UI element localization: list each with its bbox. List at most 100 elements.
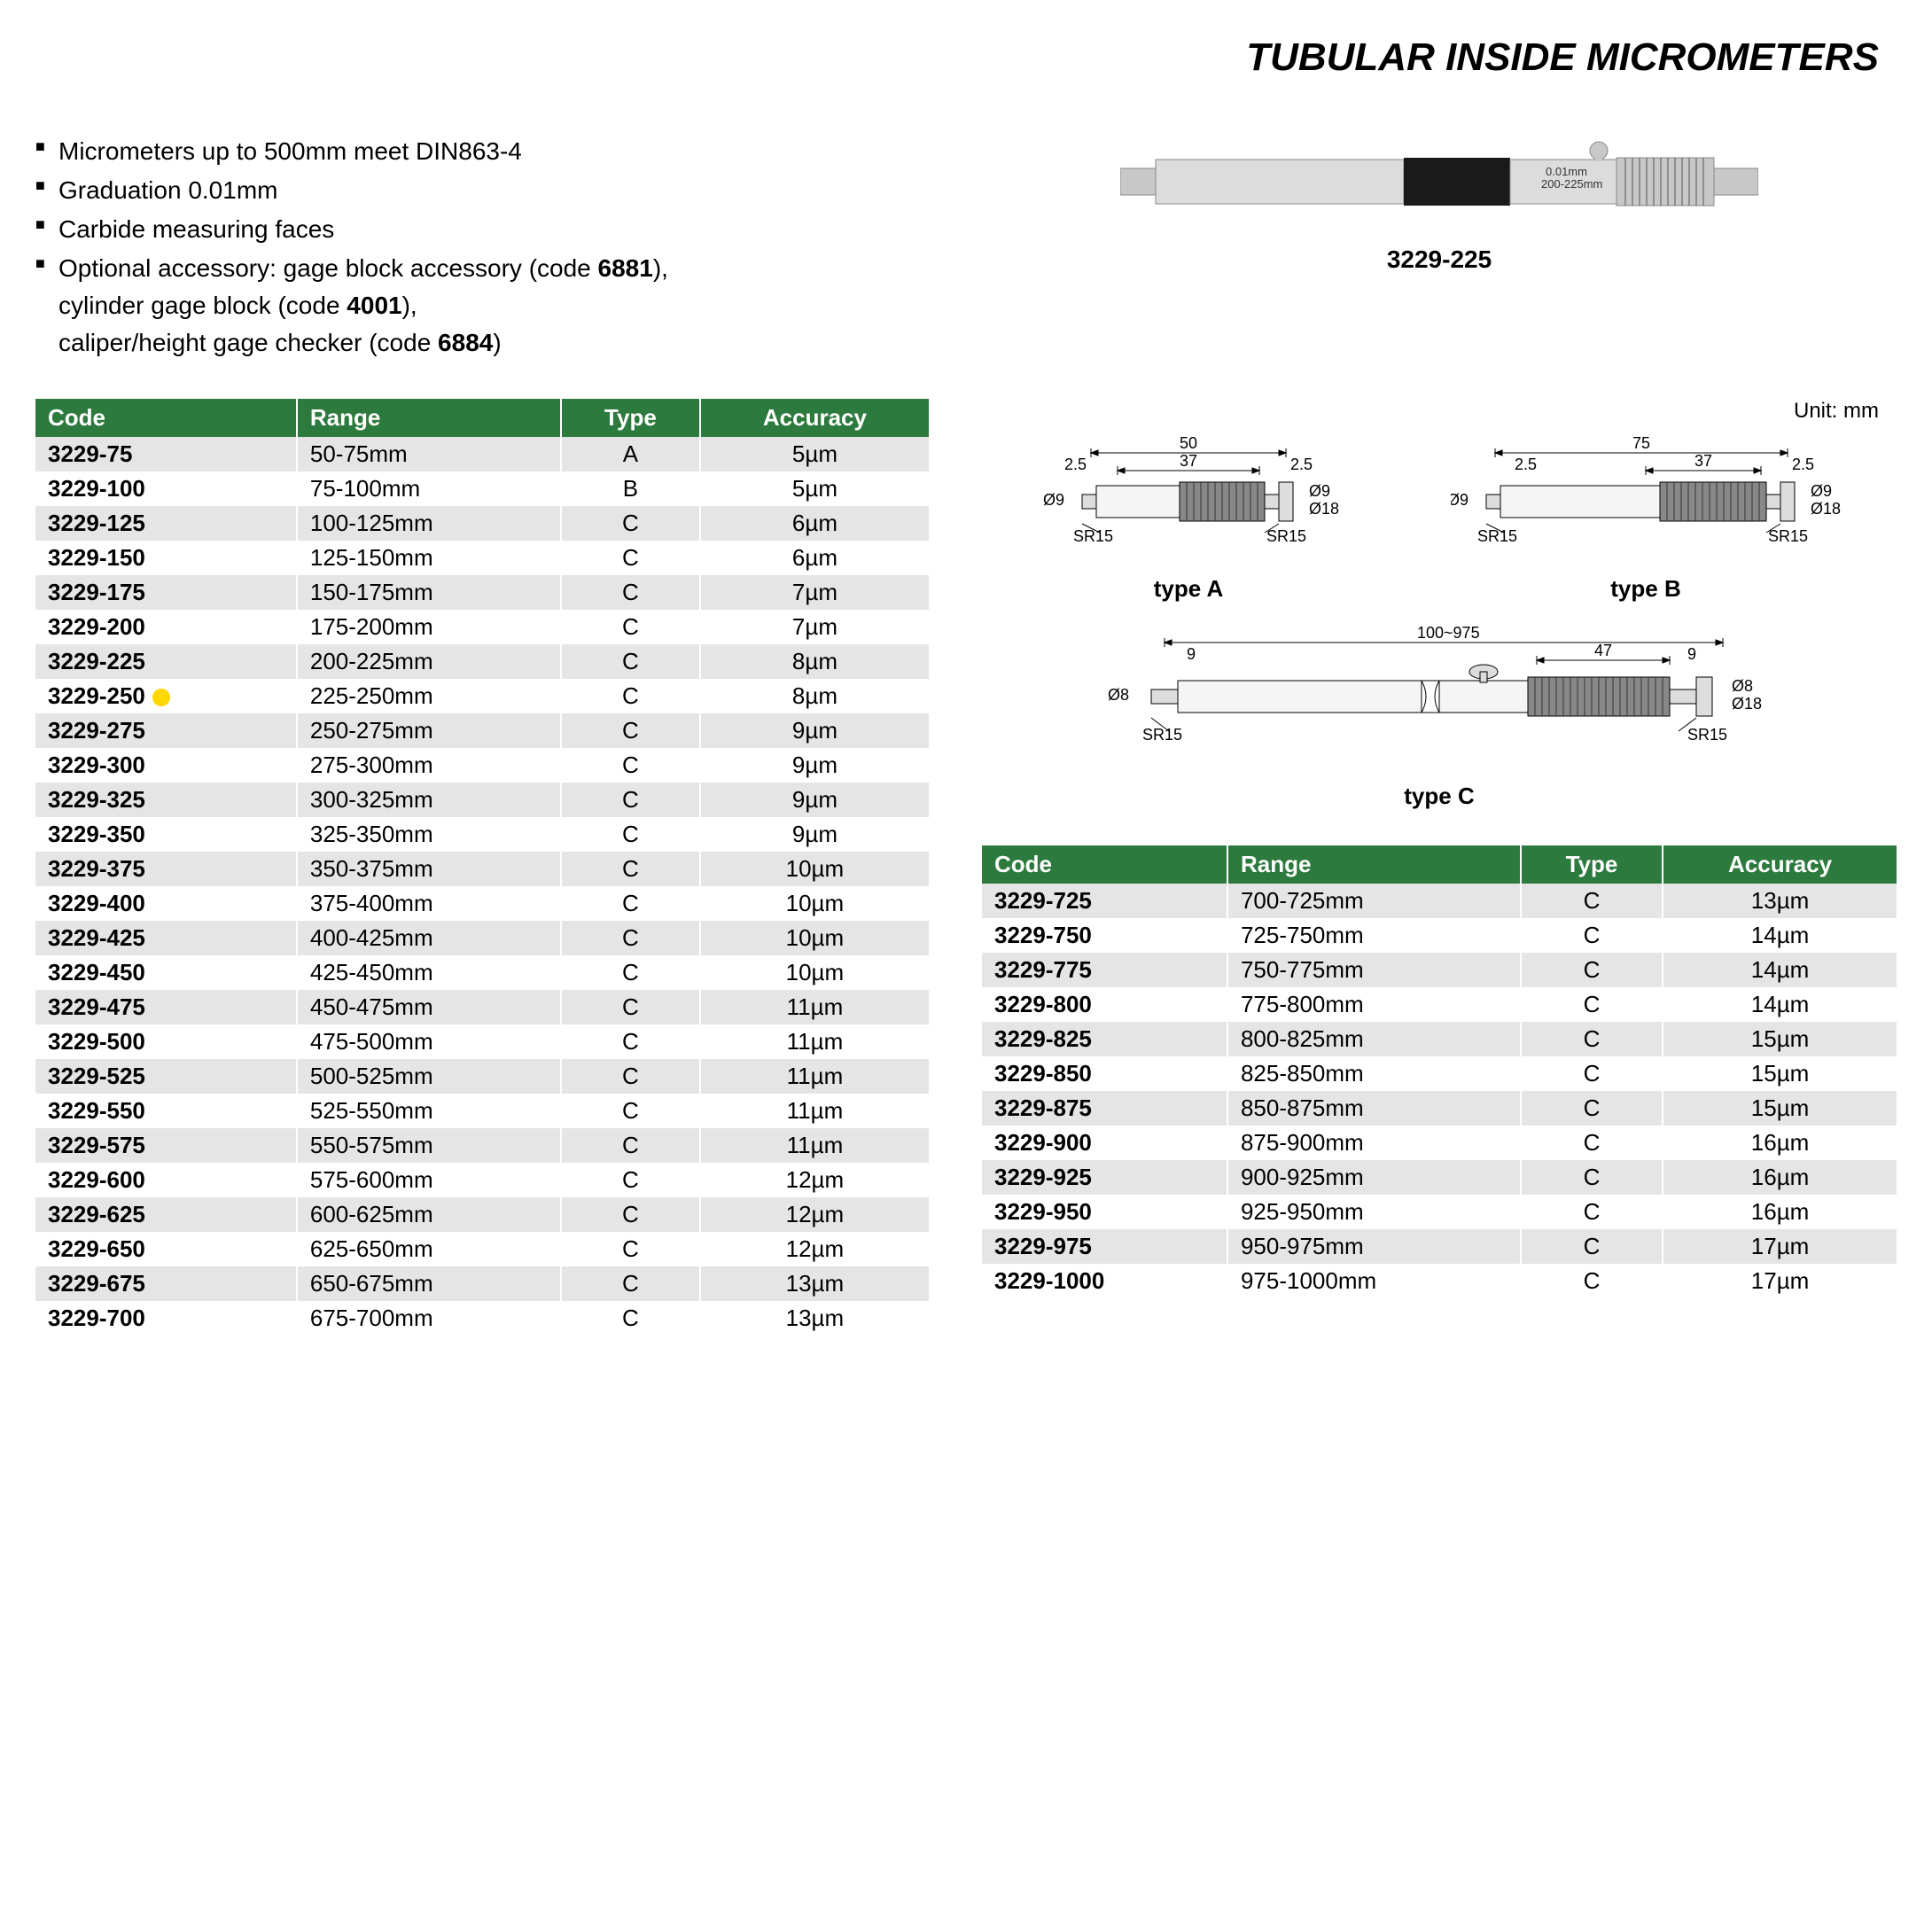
table-row: 3229-1000975-1000mmC17µm [982, 1264, 1897, 1298]
table-row: 3229-675650-675mmC13µm [35, 1266, 929, 1301]
table-row: 3229-625600-625mmC12µm [35, 1197, 929, 1232]
cell-type: C [561, 817, 700, 852]
cell-range: 150-175mm [297, 575, 561, 610]
cell-code: 3229-800 [982, 987, 1227, 1022]
cell-type: C [561, 610, 700, 644]
cell-type: C [561, 990, 700, 1024]
svg-text:9: 9 [1187, 645, 1196, 663]
cell-accuracy: 9µm [700, 783, 929, 817]
table-row: 3229-250225-250mmC8µm [35, 679, 929, 713]
cell-accuracy: 13µm [700, 1301, 929, 1336]
feature-list: Micrometers up to 500mm meet DIN863-4 Gr… [35, 133, 929, 363]
cell-range: 800-825mm [1227, 1022, 1521, 1056]
col-header-type: Type [561, 399, 700, 437]
cell-accuracy: 11µm [700, 1094, 929, 1128]
diagram-type-b: 75 37 2.5 2.5 [1451, 431, 1841, 603]
cell-range: 425-450mm [297, 955, 561, 990]
cell-accuracy: 10µm [700, 921, 929, 955]
cell-code: 3229-175 [35, 575, 297, 610]
feature-item: Micrometers up to 500mm meet DIN863-4 [35, 133, 929, 170]
svg-text:Ø9: Ø9 [1309, 482, 1330, 500]
cell-type: C [561, 1024, 700, 1059]
spec-table-left: Code Range Type Accuracy 3229-7550-75mmA… [35, 399, 929, 1336]
feature-item: Optional accessory: gage block accessory… [35, 250, 929, 362]
cell-type: C [1521, 1056, 1663, 1091]
table-row: 3229-175150-175mmC7µm [35, 575, 929, 610]
cell-accuracy: 5µm [700, 471, 929, 506]
cell-accuracy: 12µm [700, 1232, 929, 1266]
svg-text:2.5: 2.5 [1290, 456, 1313, 473]
cell-code: 3229-725 [982, 884, 1227, 918]
cell-type: C [1521, 1195, 1663, 1229]
cell-type: C [561, 1301, 700, 1336]
cell-accuracy: 7µm [700, 575, 929, 610]
cell-accuracy: 5µm [700, 437, 929, 471]
table-row: 3229-525500-525mmC11µm [35, 1059, 929, 1094]
svg-text:50: 50 [1180, 434, 1197, 452]
table-row: 3229-475450-475mmC11µm [35, 990, 929, 1024]
cell-type: C [561, 1163, 700, 1197]
product-image: 0.01mm 200-225mm 3229-225 [982, 133, 1897, 363]
cell-code: 3229-650 [35, 1232, 297, 1266]
cell-code: 3229-250 [35, 679, 297, 713]
cell-type: C [561, 1059, 700, 1094]
cell-code: 3229-550 [35, 1094, 297, 1128]
cell-accuracy: 9µm [700, 713, 929, 748]
cell-range: 75-100mm [297, 471, 561, 506]
table-row: 3229-200175-200mmC7µm [35, 610, 929, 644]
cell-code: 3229-600 [35, 1163, 297, 1197]
cell-type: B [561, 471, 700, 506]
cell-accuracy: 16µm [1663, 1126, 1897, 1160]
cell-range: 675-700mm [297, 1301, 561, 1336]
cell-range: 750-775mm [1227, 953, 1521, 987]
table-row: 3229-825800-825mmC15µm [982, 1022, 1897, 1056]
cell-type: C [1521, 987, 1663, 1022]
table-row: 3229-575550-575mmC11µm [35, 1128, 929, 1163]
cell-type: C [1521, 953, 1663, 987]
micrometer-illustration: 0.01mm 200-225mm [1120, 133, 1758, 230]
cell-code: 3229-350 [35, 817, 297, 852]
cell-type: C [1521, 1091, 1663, 1126]
cell-accuracy: 7µm [700, 610, 929, 644]
table-row: 3229-650625-650mmC12µm [35, 1232, 929, 1266]
cell-accuracy: 15µm [1663, 1091, 1897, 1126]
cell-accuracy: 14µm [1663, 987, 1897, 1022]
cell-type: C [561, 506, 700, 541]
cell-range: 975-1000mm [1227, 1264, 1521, 1298]
cell-range: 575-600mm [297, 1163, 561, 1197]
table-row: 3229-300275-300mmC9µm [35, 748, 929, 783]
cell-type: C [561, 748, 700, 783]
cell-range: 775-800mm [1227, 987, 1521, 1022]
svg-text:Ø9: Ø9 [1451, 491, 1468, 509]
cell-code: 3229-200 [35, 610, 297, 644]
diagram-type-c: 100~975 47 9 9 [1102, 620, 1776, 810]
top-section: Micrometers up to 500mm meet DIN863-4 Gr… [35, 133, 1897, 363]
svg-text:200-225mm: 200-225mm [1541, 177, 1602, 191]
feature-item: Carbide measuring faces [35, 211, 929, 248]
table-row: 3229-350325-350mmC9µm [35, 817, 929, 852]
cell-range: 600-625mm [297, 1197, 561, 1232]
svg-text:Ø9: Ø9 [1811, 482, 1832, 500]
cell-code: 3229-975 [982, 1229, 1227, 1264]
cell-type: C [1521, 918, 1663, 953]
cell-range: 625-650mm [297, 1232, 561, 1266]
cell-accuracy: 11µm [700, 1128, 929, 1163]
svg-text:Ø9: Ø9 [1043, 491, 1064, 509]
table-row: 3229-850825-850mmC15µm [982, 1056, 1897, 1091]
table-row: 3229-750725-750mmC14µm [982, 918, 1897, 953]
cell-range: 700-725mm [1227, 884, 1521, 918]
cell-range: 550-575mm [297, 1128, 561, 1163]
cell-type: C [561, 955, 700, 990]
cell-code: 3229-925 [982, 1160, 1227, 1195]
cell-accuracy: 13µm [700, 1266, 929, 1301]
cell-accuracy: 10µm [700, 955, 929, 990]
col-header-code: Code [982, 845, 1227, 884]
table-row: 3229-700675-700mmC13µm [35, 1301, 929, 1336]
svg-text:SR15: SR15 [1266, 527, 1306, 545]
cell-range: 850-875mm [1227, 1091, 1521, 1126]
table-row: 3229-425400-425mmC10µm [35, 921, 929, 955]
svg-text:2.5: 2.5 [1515, 456, 1537, 473]
cell-range: 925-950mm [1227, 1195, 1521, 1229]
cell-type: C [561, 852, 700, 886]
cell-accuracy: 16µm [1663, 1195, 1897, 1229]
